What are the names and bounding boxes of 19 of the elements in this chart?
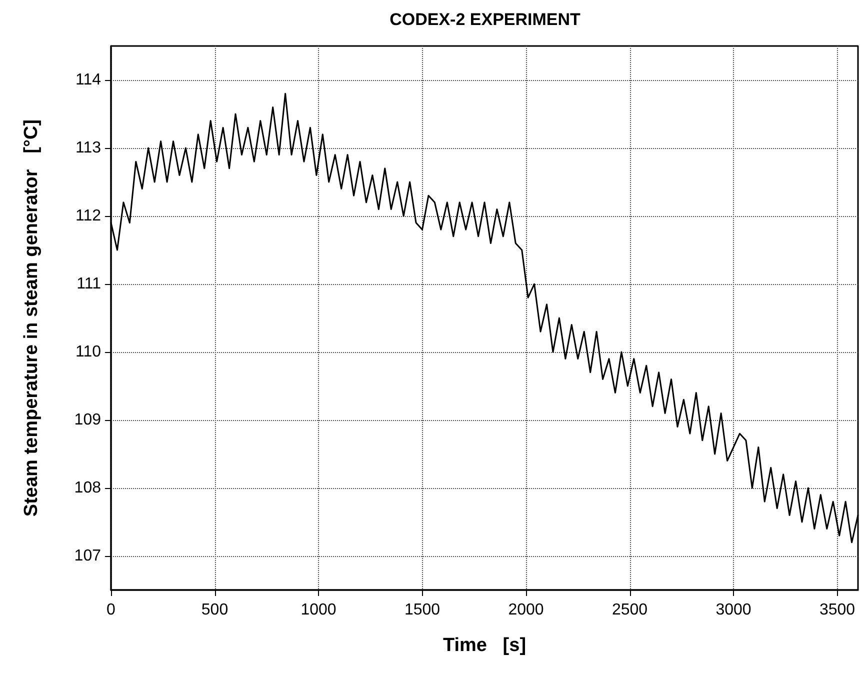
x-tick-label: 0 [106,602,116,618]
x-tick-label: 1000 [300,602,336,618]
x-tick-label: 1500 [404,602,440,618]
y-axis-title: Steam temperature in steam generator [°C] [21,119,42,517]
x-tick-label: 3500 [819,602,856,618]
y-tick-label: 107 [74,548,102,564]
x-tick-label: 2500 [612,602,648,618]
y-tick-label: 109 [74,412,102,428]
y-tick-label: 114 [75,72,102,88]
x-axis-title: Time [s] [442,635,526,656]
y-tick-label: 110 [75,344,102,360]
y-tick-label: 111 [76,276,102,292]
x-tick-label: 3000 [716,602,752,618]
chart-title: CODEX-2 EXPERIMENT [390,10,582,29]
x-tick-label: 2000 [508,602,544,618]
y-tick-label: 113 [75,140,102,156]
y-tick-label: 108 [74,480,102,496]
x-tick-label: 500 [201,602,228,618]
y-tick-label: 112 [75,208,102,224]
